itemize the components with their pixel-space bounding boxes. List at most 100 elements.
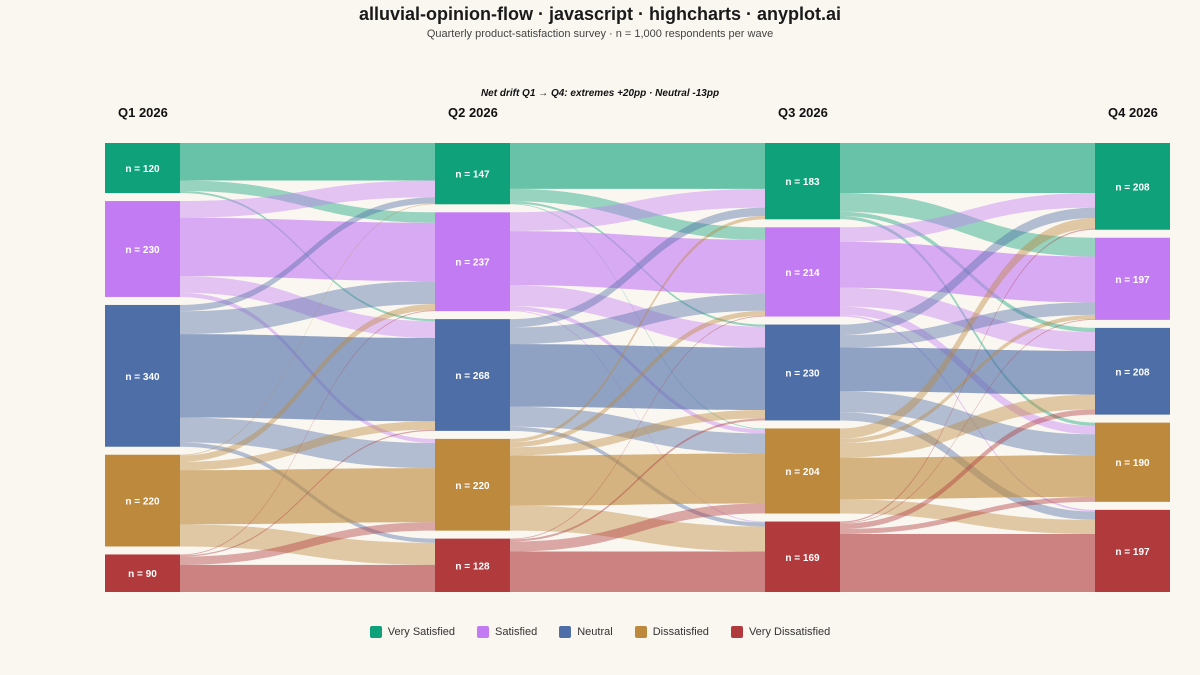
- node-neutral-stage-4[interactable]: [1095, 327, 1170, 415]
- flow-dissatisfied-to-neutral-stage-2[interactable]: [510, 410, 765, 456]
- node-very-dissatisfied-stage-3[interactable]: [765, 521, 840, 592]
- flow-very-satisfied-to-dissatisfied-stage-3[interactable]: [840, 215, 1095, 426]
- flow-satisfied-to-satisfied-stage-1[interactable]: [180, 217, 435, 282]
- flow-very-dissatisfied-to-dissatisfied-stage-1[interactable]: [180, 522, 435, 565]
- flow-neutral-to-dissatisfied-stage-2[interactable]: [510, 406, 765, 454]
- flow-satisfied-to-very-satisfied-stage-2[interactable]: [510, 188, 765, 232]
- flow-very-satisfied-to-very-satisfied-stage-2[interactable]: [510, 143, 765, 189]
- node-neutral-stage-1[interactable]: [105, 304, 180, 447]
- flow-satisfied-to-satisfied-stage-3[interactable]: [840, 241, 1095, 303]
- flow-very-dissatisfied-to-dissatisfied-stage-2[interactable]: [510, 503, 765, 552]
- flow-satisfied-to-neutral-stage-3[interactable]: [840, 287, 1095, 351]
- flow-dissatisfied-to-dissatisfied-stage-3[interactable]: [840, 455, 1095, 500]
- legend-item-very-satisfied[interactable]: Very Satisfied: [369, 626, 456, 638]
- legend-item-neutral[interactable]: Neutral: [559, 626, 613, 638]
- legend-item-dissatisfied[interactable]: Dissatisfied: [634, 626, 709, 638]
- flow-neutral-to-very-satisfied-stage-2[interactable]: [510, 207, 765, 328]
- flow-neutral-to-satisfied-stage-3[interactable]: [840, 302, 1095, 348]
- node-label: n = 169: [785, 553, 820, 564]
- flow-very-satisfied-to-dissatisfied-stage-2[interactable]: [510, 203, 765, 430]
- node-neutral-stage-2[interactable]: [435, 319, 510, 431]
- node-label: n = 197: [1115, 275, 1150, 286]
- flow-dissatisfied-to-neutral-stage-1[interactable]: [180, 421, 435, 471]
- flow-dissatisfied-to-very-satisfied-stage-2[interactable]: [510, 215, 765, 443]
- flow-very-satisfied-to-satisfied-stage-3[interactable]: [840, 193, 1095, 257]
- flow-very-satisfied-to-satisfied-stage-1[interactable]: [180, 180, 435, 223]
- node-dissatisfied-stage-3[interactable]: [765, 428, 840, 514]
- node-label: n = 268: [455, 371, 490, 382]
- node-dissatisfied-stage-1[interactable]: [105, 454, 180, 547]
- flow-dissatisfied-to-very-dissatisfied-stage-3[interactable]: [840, 499, 1095, 535]
- node-satisfied-stage-2[interactable]: [435, 212, 510, 312]
- stage-label-3: Q3 2026: [778, 105, 828, 120]
- flow-dissatisfied-to-dissatisfied-stage-2[interactable]: [510, 453, 765, 506]
- flow-neutral-to-satisfied-stage-1[interactable]: [180, 281, 435, 335]
- flow-very-dissatisfied-to-satisfied-stage-3[interactable]: [840, 319, 1095, 524]
- flow-very-satisfied-to-very-satisfied-stage-3[interactable]: [840, 143, 1095, 194]
- flow-very-satisfied-to-very-satisfied-stage-1[interactable]: [180, 143, 435, 181]
- flow-satisfied-to-very-satisfied-stage-3[interactable]: [840, 193, 1095, 242]
- flow-very-dissatisfied-to-satisfied-stage-1[interactable]: [180, 310, 435, 556]
- drift-annotation: Net drift Q1 → Q4: extremes +20pp · Neut…: [481, 88, 719, 99]
- node-neutral-stage-3[interactable]: [765, 324, 840, 421]
- node-label: n = 120: [125, 164, 160, 175]
- node-dissatisfied-stage-2[interactable]: [435, 438, 510, 531]
- stage-label-4: Q4 2026: [1108, 105, 1158, 120]
- flow-very-dissatisfied-to-very-dissatisfied-stage-2[interactable]: [510, 551, 765, 592]
- flow-very-dissatisfied-to-very-dissatisfied-stage-1[interactable]: [180, 564, 435, 592]
- flow-satisfied-to-very-dissatisfied-stage-2[interactable]: [510, 310, 765, 523]
- flow-very-dissatisfied-to-neutral-stage-1[interactable]: [180, 429, 435, 557]
- node-dissatisfied-stage-4[interactable]: [1095, 422, 1170, 502]
- node-very-satisfied-stage-1[interactable]: [105, 143, 180, 194]
- node-satisfied-stage-4[interactable]: [1095, 237, 1170, 320]
- node-very-satisfied-stage-2[interactable]: [435, 143, 510, 205]
- flow-very-satisfied-to-satisfied-stage-2[interactable]: [510, 188, 765, 240]
- node-very-satisfied-stage-3[interactable]: [765, 143, 840, 220]
- flow-dissatisfied-to-satisfied-stage-2[interactable]: [510, 310, 765, 448]
- node-very-dissatisfied-stage-2[interactable]: [435, 538, 510, 592]
- flow-satisfied-to-satisfied-stage-2[interactable]: [510, 231, 765, 295]
- legend-item-satisfied[interactable]: Satisfied: [477, 626, 537, 638]
- flow-very-dissatisfied-to-very-dissatisfied-stage-3[interactable]: [840, 534, 1095, 592]
- flow-satisfied-to-neutral-stage-1[interactable]: [180, 276, 435, 338]
- flow-satisfied-to-neutral-stage-2[interactable]: [510, 285, 765, 348]
- flow-neutral-to-very-satisfied-stage-3[interactable]: [840, 207, 1095, 335]
- flow-neutral-to-dissatisfied-stage-1[interactable]: [180, 417, 435, 469]
- flow-neutral-to-satisfied-stage-2[interactable]: [510, 294, 765, 345]
- node-very-dissatisfied-stage-1[interactable]: [105, 554, 180, 592]
- flow-very-dissatisfied-to-dissatisfied-stage-3[interactable]: [840, 496, 1095, 535]
- flow-satisfied-to-very-dissatisfied-stage-3[interactable]: [840, 314, 1095, 512]
- node-very-satisfied-stage-4[interactable]: [1095, 143, 1170, 230]
- legend-swatch: [559, 626, 572, 638]
- flow-neutral-to-neutral-stage-1[interactable]: [180, 334, 435, 422]
- flow-dissatisfied-to-very-satisfied-stage-3[interactable]: [840, 218, 1095, 439]
- legend-swatch: [477, 626, 490, 638]
- flow-dissatisfied-to-satisfied-stage-3[interactable]: [840, 314, 1095, 444]
- flow-dissatisfied-to-very-dissatisfied-stage-1[interactable]: [180, 524, 435, 565]
- flow-dissatisfied-to-very-satisfied-stage-1[interactable]: [180, 203, 435, 456]
- flow-neutral-to-very-satisfied-stage-1[interactable]: [180, 197, 435, 312]
- flow-very-dissatisfied-to-neutral-stage-2[interactable]: [510, 418, 765, 542]
- node-label: n = 90: [128, 569, 157, 580]
- flow-very-dissatisfied-to-very-satisfied-stage-3[interactable]: [840, 228, 1095, 523]
- legend-item-very-dissatisfied[interactable]: Very Dissatisfied: [730, 626, 830, 638]
- node-satisfied-stage-1[interactable]: [105, 201, 180, 297]
- flow-neutral-to-neutral-stage-3[interactable]: [840, 347, 1095, 395]
- labels-layer: Q1 2026 Q2 2026 Q3 2026 Q4 2026: [118, 105, 1158, 120]
- node-label: n = 183: [785, 177, 820, 188]
- flow-neutral-to-dissatisfied-stage-3[interactable]: [840, 391, 1095, 456]
- flow-dissatisfied-to-very-dissatisfied-stage-2[interactable]: [510, 505, 765, 552]
- node-very-dissatisfied-stage-4[interactable]: [1095, 509, 1170, 592]
- flow-very-dissatisfied-to-neutral-stage-3[interactable]: [840, 409, 1095, 530]
- flow-dissatisfied-to-neutral-stage-3[interactable]: [840, 394, 1095, 458]
- flow-satisfied-to-very-satisfied-stage-1[interactable]: [180, 180, 435, 218]
- flow-dissatisfied-to-satisfied-stage-1[interactable]: [180, 304, 435, 462]
- flow-neutral-to-neutral-stage-2[interactable]: [510, 344, 765, 411]
- flow-dissatisfied-to-dissatisfied-stage-1[interactable]: [180, 468, 435, 525]
- flow-very-dissatisfied-to-satisfied-stage-2[interactable]: [510, 315, 765, 540]
- legend-swatch: [634, 626, 647, 638]
- legend-label: Very Satisfied: [387, 626, 456, 638]
- node-satisfied-stage-3[interactable]: [765, 227, 840, 317]
- chart-subtitle: Quarterly product-satisfaction survey · …: [426, 28, 774, 40]
